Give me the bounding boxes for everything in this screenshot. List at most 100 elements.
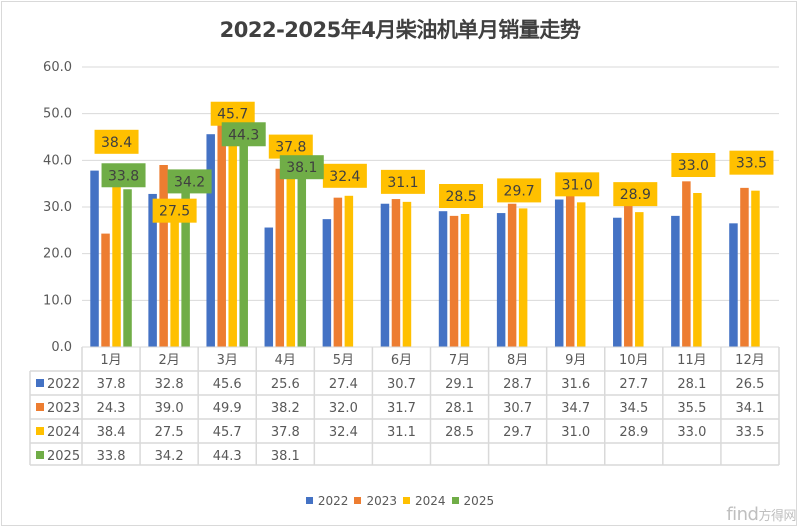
table-cell: 32.4 <box>329 425 358 440</box>
table-cell: 29.1 <box>445 377 474 392</box>
bar-2024-1 <box>112 167 121 347</box>
data-label-text: 33.0 <box>678 158 709 174</box>
data-label-2025-2: 34.2 <box>167 169 212 194</box>
bar-2024-12 <box>751 190 760 347</box>
y-tick-label: 40.0 <box>43 153 72 168</box>
table-cell: 32.8 <box>155 377 184 392</box>
x-tick-label: 12月 <box>735 353 765 368</box>
bar-2022-12 <box>729 223 738 347</box>
bar-2023-4 <box>275 168 285 347</box>
x-tick-label: 8月 <box>507 353 528 368</box>
data-label-text: 38.1 <box>286 160 317 176</box>
table-cell: 33.8 <box>97 449 126 464</box>
data-label-box <box>729 150 774 175</box>
data-label-2024-10: 28.9 <box>613 182 658 207</box>
bar-2025-1 <box>123 189 132 347</box>
table-series-name: 2022 <box>47 377 80 392</box>
data-label-2024-2: 27.5 <box>152 198 197 223</box>
table-cell: 32.0 <box>329 401 358 416</box>
data-label-box <box>101 163 146 188</box>
data-label-2024-7: 28.5 <box>439 184 484 208</box>
legend: 2022 2023 2024 2025 <box>0 494 800 508</box>
data-table: 1月 2月 3月 4月 5月 6月 7月 8月 9月 10月 11月 12月 2022 37.8 32.8 4… <box>29 346 780 466</box>
table-cell: 28.1 <box>445 401 474 416</box>
legend-swatch <box>305 497 313 504</box>
bar-2022-2 <box>148 193 157 347</box>
table-legend-swatch-2022 <box>36 379 44 387</box>
bar-2024-10 <box>635 212 644 347</box>
y-tick-label: 50.0 <box>43 107 72 122</box>
table-cell: 25.6 <box>271 377 300 392</box>
data-label-box <box>94 129 139 154</box>
bar-2022-8 <box>496 213 506 347</box>
legend-label: 2024 <box>415 494 446 508</box>
table-series-name: 2023 <box>47 401 80 416</box>
data-label-2024-11: 33.0 <box>671 153 716 177</box>
table-cell: 27.5 <box>155 425 184 440</box>
x-tick-label: 4月 <box>275 353 296 368</box>
bar-2022-7 <box>438 211 448 347</box>
bar-2023-5 <box>333 197 343 347</box>
data-label-2025-4: 38.1 <box>279 155 324 180</box>
y-tick-label: 20.0 <box>43 247 72 262</box>
bar-2024-9 <box>576 202 586 347</box>
x-tick-label: 7月 <box>449 353 470 368</box>
table-cell: 28.7 <box>503 377 532 392</box>
data-label-box <box>439 184 484 208</box>
table-cell: 49.9 <box>213 401 242 416</box>
table-cell: 37.8 <box>271 425 300 440</box>
watermark-logo: find方得网 <box>726 504 796 525</box>
table-cell: 31.6 <box>561 377 590 392</box>
data-label-text: 32.4 <box>329 169 360 185</box>
data-label-box <box>221 122 266 147</box>
data-label-text: 27.5 <box>159 204 190 220</box>
table-cell: 28.1 <box>677 377 706 392</box>
bar-2022-5 <box>322 219 332 347</box>
data-label-text: 31.1 <box>387 175 418 191</box>
data-label-text: 33.8 <box>108 168 139 184</box>
gridlines <box>82 66 779 301</box>
bar-2024-8 <box>518 208 528 347</box>
data-label-text: 34.2 <box>174 174 205 190</box>
bar-2023-8 <box>507 203 517 347</box>
table-legend-swatch-2025 <box>36 451 44 459</box>
data-label-text: 28.5 <box>445 189 476 205</box>
table-cell: 34.2 <box>155 449 184 464</box>
data-label-2024-4: 37.8 <box>268 134 313 159</box>
legend-label: 2023 <box>366 494 397 508</box>
legend-label: 2022 <box>317 494 349 508</box>
table-cell: 27.7 <box>619 377 648 392</box>
table-cell: 38.2 <box>271 401 300 416</box>
bar-2023-3 <box>217 114 226 347</box>
data-label-2025-3: 44.3 <box>221 122 266 147</box>
data-label-2025-1: 33.8 <box>101 163 146 188</box>
legend-swatch <box>403 497 410 504</box>
legend-item-2023: 2023 <box>354 494 397 508</box>
table-cell: 34.7 <box>561 401 590 416</box>
data-label-box <box>671 153 716 177</box>
legend-swatch <box>354 497 362 504</box>
data-label-2024-3: 45.7 <box>210 101 255 126</box>
bar-2023-12 <box>740 187 749 347</box>
bar-2022-1 <box>90 170 99 347</box>
bar-2024-4 <box>286 170 296 347</box>
data-label-box <box>322 163 367 188</box>
table-cell: 31.1 <box>387 425 416 440</box>
legend-item-2024: 2024 <box>403 494 446 508</box>
data-label-box <box>279 155 324 180</box>
data-label-box <box>268 134 313 159</box>
bar-2024-5 <box>344 195 354 347</box>
legend-item-2022: 2022 <box>305 494 349 508</box>
bar-2022-10 <box>613 217 622 347</box>
data-label-box <box>497 178 542 203</box>
table-cell: 27.4 <box>329 377 358 392</box>
bar-2022-9 <box>554 199 564 347</box>
bar-2024-2 <box>170 218 179 347</box>
bar-2023-10 <box>624 186 633 347</box>
x-tick-label: 1月 <box>100 353 121 368</box>
table-legend-swatch-2024 <box>36 427 44 435</box>
data-label-text: 28.9 <box>620 187 651 203</box>
data-label-text: 31.0 <box>562 177 593 193</box>
